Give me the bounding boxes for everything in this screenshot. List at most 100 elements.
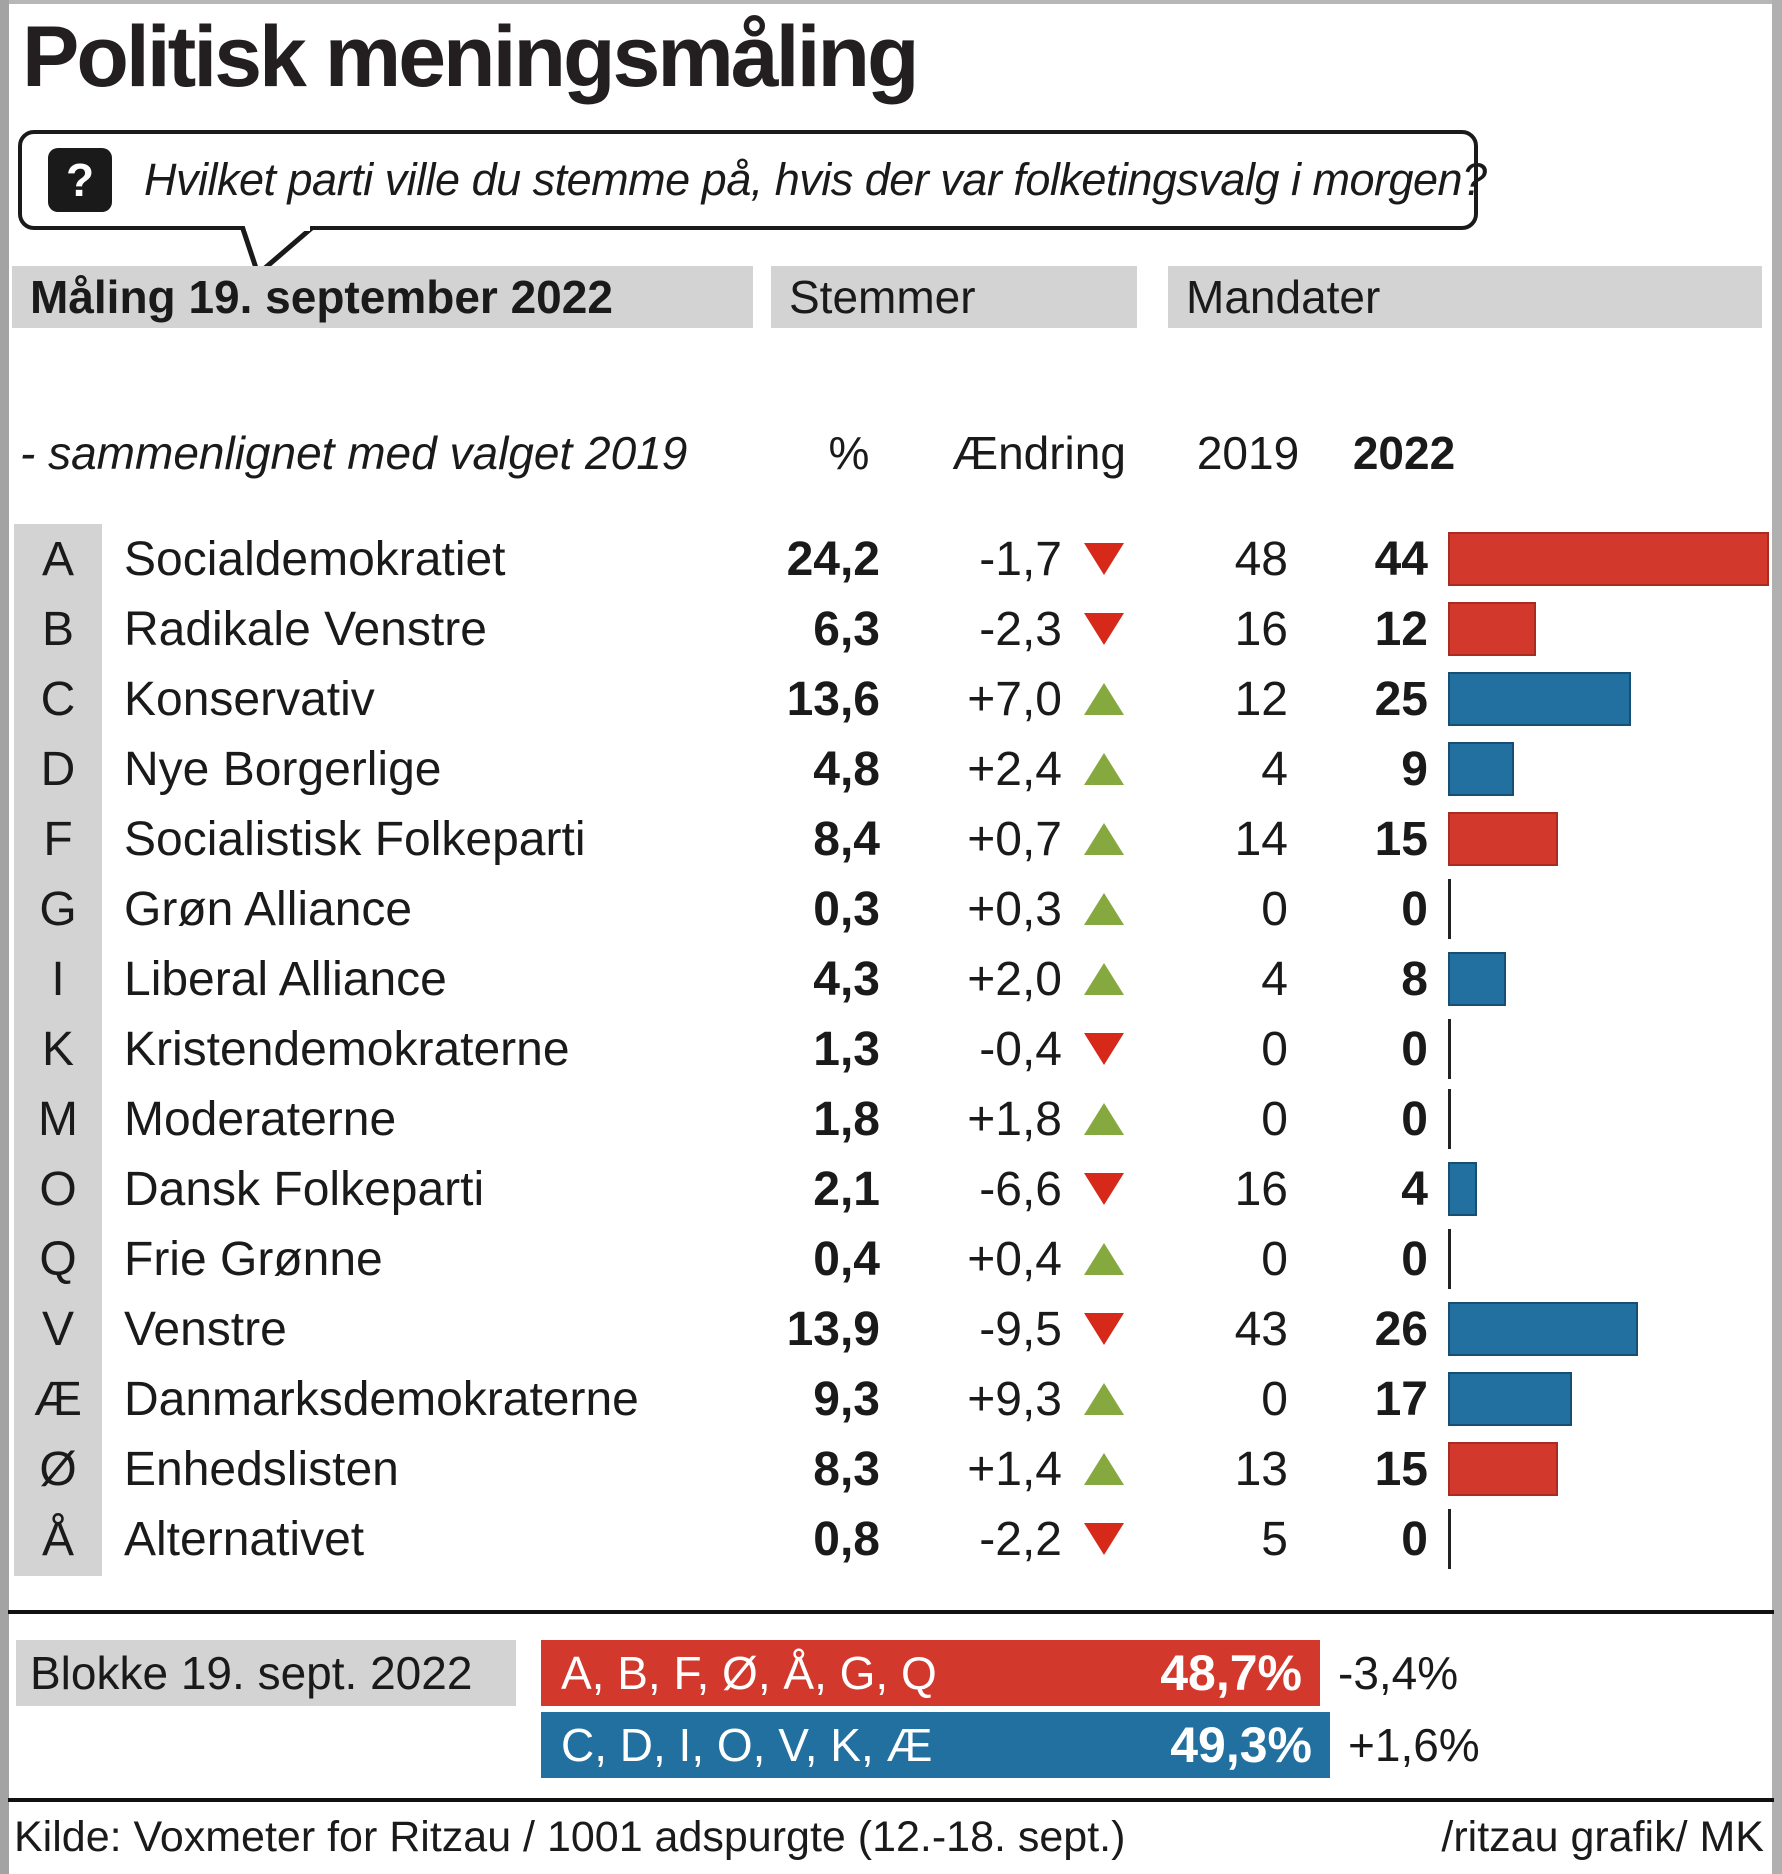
blue-bloc-bar: C, D, I, O, V, K, Æ 49,3% <box>541 1712 1330 1778</box>
party-mandates-2022: 8 <box>1401 952 1428 1006</box>
party-letter: V <box>41 1302 74 1356</box>
triangle-up-icon <box>1084 1243 1124 1275</box>
mandate-bar <box>1448 1372 1572 1426</box>
party-name: Nye Borgerlige <box>124 742 442 796</box>
party-change-value: +0,3 <box>967 882 1062 936</box>
mandate-bar <box>1448 812 1558 866</box>
triangle-up-icon <box>1084 823 1124 855</box>
party-letter: Å <box>41 1512 74 1566</box>
subheader-2019: 2019 <box>1196 427 1300 479</box>
party-name: Liberal Alliance <box>124 952 447 1006</box>
column-header-poll-date: Måling 19. september 2022 <box>12 266 753 328</box>
party-mandates-2022: 0 <box>1401 882 1428 936</box>
party-change-value: +1,4 <box>967 1442 1062 1496</box>
triangle-up-icon <box>1084 753 1124 785</box>
mandate-bar <box>1448 952 1506 1006</box>
party-row: Q Frie Grønne 0,4 +0,4 0 0 <box>0 1224 1782 1294</box>
question-mark-icon: ? <box>48 148 112 212</box>
party-vote-percent: 4,3 <box>813 952 880 1006</box>
party-name: Frie Grønne <box>124 1232 383 1286</box>
triangle-up-icon <box>1084 1383 1124 1415</box>
change-direction-cell <box>1062 683 1146 715</box>
party-mandates-2019: 5 <box>1261 1512 1288 1566</box>
subheader-comparison-note: - sammenlignet med valget 2019 <box>20 427 688 479</box>
party-letter: M <box>38 1092 78 1146</box>
party-mandates-2022: 25 <box>1374 672 1428 726</box>
subheader-2022: 2022 <box>1352 427 1456 479</box>
right-border <box>1772 0 1782 1874</box>
mandate-bar-cell <box>1448 1084 1782 1154</box>
party-change-value: +1,8 <box>967 1092 1062 1146</box>
question-bubble: ? Hvilket parti ville du stemme på, hvis… <box>18 130 1487 230</box>
party-mandates-2019: 16 <box>1234 602 1288 656</box>
party-mandates-2019: 0 <box>1261 1092 1288 1146</box>
mandate-bar-cell <box>1448 1364 1782 1434</box>
party-row: F Socialistisk Folkeparti 8,4 +0,7 14 15 <box>0 804 1782 874</box>
party-mandates-2022: 0 <box>1401 1022 1428 1076</box>
party-name: Danmarksdemokraterne <box>124 1372 639 1426</box>
change-direction-cell <box>1062 1243 1146 1275</box>
party-vote-percent: 0,3 <box>813 882 880 936</box>
zero-tick <box>1448 1509 1451 1569</box>
party-letter: I <box>51 952 65 1006</box>
party-change-value: +2,0 <box>967 952 1062 1006</box>
party-letter: A <box>41 532 74 586</box>
change-direction-cell <box>1062 1173 1146 1205</box>
triangle-down-icon <box>1084 543 1124 575</box>
top-border <box>0 0 1782 4</box>
mandate-bar <box>1448 602 1536 656</box>
source-credit: Kilde: Voxmeter for Ritzau / 1001 adspur… <box>14 1812 1126 1861</box>
subheader-change: Ændring <box>952 427 1126 479</box>
party-name: Alternativet <box>124 1512 365 1566</box>
mandate-bar <box>1448 742 1514 796</box>
party-mandates-2022: 9 <box>1401 742 1428 796</box>
mandate-bar-cell <box>1448 524 1782 594</box>
mandate-bar-cell <box>1448 1224 1782 1294</box>
party-letter: Ø <box>39 1442 77 1496</box>
party-change-value: -2,3 <box>979 602 1062 656</box>
mandate-bar <box>1448 1302 1638 1356</box>
mandate-bar <box>1448 672 1631 726</box>
separator-line-bottom <box>8 1798 1774 1802</box>
triangle-up-icon <box>1084 1453 1124 1485</box>
change-direction-cell <box>1062 823 1146 855</box>
mandate-bar-cell <box>1448 1014 1782 1084</box>
change-direction-cell <box>1062 893 1146 925</box>
zero-tick <box>1448 1019 1451 1079</box>
party-vote-percent: 0,8 <box>813 1512 880 1566</box>
mandate-bar <box>1448 532 1769 586</box>
party-mandates-2019: 16 <box>1234 1162 1288 1216</box>
party-vote-percent: 8,4 <box>813 812 880 866</box>
triangle-down-icon <box>1084 1313 1124 1345</box>
party-row: V Venstre 13,9 -9,5 43 26 <box>0 1294 1782 1364</box>
triangle-up-icon <box>1084 893 1124 925</box>
mandate-bar-cell <box>1448 594 1782 664</box>
party-change-value: +0,4 <box>967 1232 1062 1286</box>
party-letter: D <box>40 742 76 796</box>
party-mandates-2022: 15 <box>1374 1442 1428 1496</box>
party-letter: C <box>40 672 76 726</box>
blocks-section-label: Blokke 19. sept. 2022 <box>16 1640 516 1706</box>
triangle-down-icon <box>1084 1033 1124 1065</box>
triangle-up-icon <box>1084 963 1124 995</box>
party-change-value: -0,4 <box>979 1022 1062 1076</box>
party-row: A Socialdemokratiet 24,2 -1,7 48 44 <box>0 524 1782 594</box>
party-name: Socialdemokratiet <box>124 532 506 586</box>
party-row: Æ Danmarksdemokraterne 9,3 +9,3 0 17 <box>0 1364 1782 1434</box>
party-letter: B <box>41 602 74 656</box>
change-direction-cell <box>1062 963 1146 995</box>
party-name: Venstre <box>124 1302 287 1356</box>
party-change-value: +9,3 <box>967 1372 1062 1426</box>
party-change-value: -2,2 <box>979 1512 1062 1566</box>
party-row: Å Alternativet 0,8 -2,2 5 0 <box>0 1504 1782 1574</box>
blue-bloc-percent: 49,3% <box>1170 1717 1312 1773</box>
left-border <box>0 0 9 1874</box>
party-mandates-2019: 0 <box>1261 1022 1288 1076</box>
party-mandates-2019: 14 <box>1234 812 1288 866</box>
change-direction-cell <box>1062 613 1146 645</box>
change-direction-cell <box>1062 543 1146 575</box>
mandate-bar-cell <box>1448 804 1782 874</box>
party-mandates-2022: 26 <box>1374 1302 1428 1356</box>
party-row: M Moderaterne 1,8 +1,8 0 0 <box>0 1084 1782 1154</box>
